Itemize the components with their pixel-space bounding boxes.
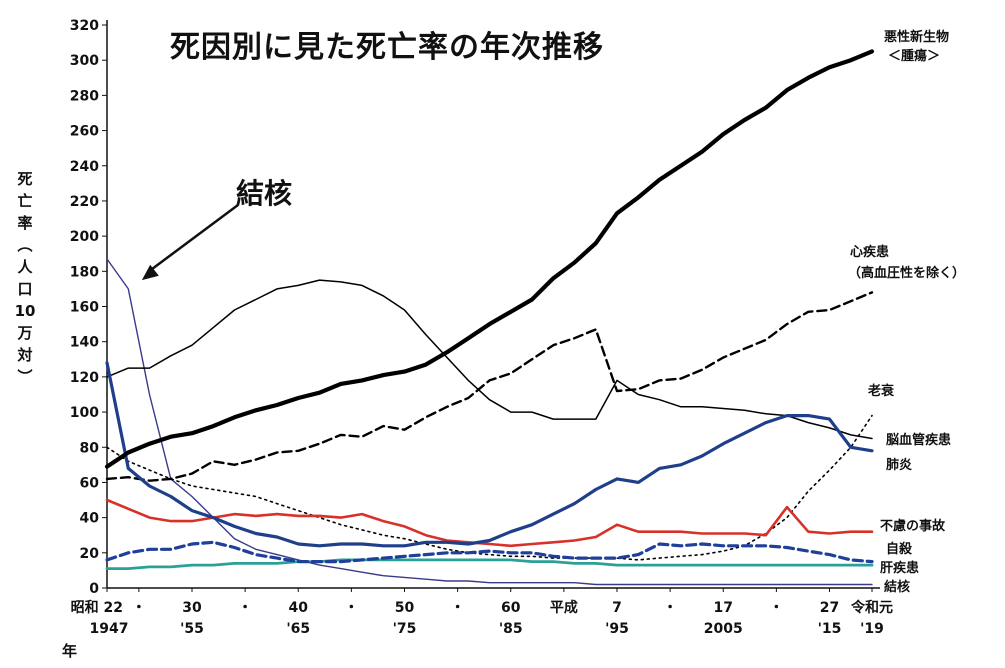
x-tick-label: ・ — [344, 600, 358, 616]
chart-title: 死因別に見た死亡率の年次推移 — [170, 30, 604, 65]
y-axis-label: 死亡率 ︵ 人口 10 万対 ︶ — [12, 168, 38, 388]
y-tick-label: 120 — [70, 370, 99, 386]
x-tick-label: 60 — [501, 600, 521, 616]
y-axis-label-char: 口 — [17, 280, 33, 298]
y-tick-label: 280 — [70, 88, 99, 104]
x-tick-label: ・ — [238, 600, 252, 616]
y-tick-label: 160 — [70, 300, 99, 316]
y-tick-label: 0 — [89, 581, 99, 597]
series-line-dashed — [105, 291, 874, 482]
series-label: 脳血管疾患 — [886, 433, 952, 448]
series-line-medium — [105, 361, 874, 548]
x-tick-label: ・ — [451, 600, 465, 616]
chart-series-group — [104, 49, 875, 586]
series-label: ＜腫瘍＞ — [888, 49, 941, 64]
x-tick-label: ・ — [132, 600, 146, 616]
series-line-dotted — [106, 414, 873, 561]
chart-axes — [102, 20, 880, 592]
series-line-red — [105, 498, 874, 548]
x-tick-label: ・ — [769, 600, 783, 616]
x-tick-label-year: '55 — [180, 621, 204, 637]
x-tick-label: 50 — [395, 600, 415, 616]
y-tick-label: 200 — [70, 229, 99, 245]
y-axis-label-char: 亡 — [17, 192, 33, 210]
x-tick-label-year: '75 — [393, 621, 417, 637]
series-label: 肺炎 — [886, 458, 913, 473]
chart-tick-labels: 0 20 40 60 80 100 120 140 160 180 200 220 240 260 280 3… — [70, 18, 893, 637]
x-tick-label-year: '95 — [605, 621, 629, 637]
y-tick-label: 40 — [80, 511, 100, 527]
series-line-teal — [105, 558, 874, 570]
x-tick-label-year: 1947 — [90, 621, 129, 637]
series-line-thinblue — [106, 258, 873, 586]
x-tick-label: 17 — [714, 600, 733, 616]
x-tick-label: 27 — [820, 600, 839, 616]
series-label: 自殺 — [886, 542, 913, 557]
series-line-thin — [106, 279, 873, 440]
series-label: 悪性新生物 — [884, 30, 950, 45]
series-label: 不慮の事故 — [880, 519, 946, 534]
y-tick-label: 240 — [70, 159, 99, 175]
x-tick-label: ・ — [663, 600, 677, 616]
x-tick-label: 令和元 — [850, 599, 893, 616]
y-tick-label: 300 — [70, 53, 99, 69]
y-axis-label-char: 率 — [17, 214, 33, 232]
x-tick-label: 平成 — [550, 599, 578, 616]
y-axis-label-char: ︵ — [17, 236, 33, 254]
annotation-tuberculosis: 結核 — [236, 177, 293, 210]
x-tick-label: 7 — [612, 600, 622, 616]
arrow-shaft — [147, 203, 239, 274]
y-tick-label: 60 — [80, 475, 100, 491]
y-axis-label-char: 万 — [17, 324, 33, 342]
x-tick-label-year: '65 — [286, 621, 310, 637]
series-label: 心疾患 — [850, 245, 890, 260]
series-label: 老衰 — [868, 384, 895, 399]
x-tick-label-year: '19 — [860, 621, 884, 637]
y-tick-label: 260 — [70, 124, 99, 140]
x-tick-label-year: '15 — [818, 621, 842, 637]
series-line-thick — [104, 49, 875, 469]
y-axis-label-char: 対 — [17, 346, 33, 364]
y-axis-label-char: ︶ — [17, 368, 33, 386]
x-tick-label-year: '85 — [499, 621, 523, 637]
series-label: 結核 — [884, 580, 911, 595]
x-tick-label-year: 2005 — [704, 621, 743, 637]
series-label: 肝疾患 — [880, 561, 920, 576]
y-tick-label: 80 — [80, 440, 100, 456]
y-axis-label-char: 死 — [17, 170, 33, 188]
annotation-arrow — [141, 203, 239, 281]
x-tick-label: 30 — [182, 600, 202, 616]
x-tick-label: 40 — [289, 600, 309, 616]
arrow-head — [141, 264, 159, 281]
y-tick-label: 100 — [70, 405, 99, 421]
x-unit-label: 年 — [62, 642, 78, 660]
series-line-bluedash — [105, 540, 874, 564]
y-axis-label-char: 10 — [14, 302, 36, 320]
y-tick-label: 320 — [70, 18, 99, 34]
y-tick-label: 180 — [70, 264, 99, 280]
y-axis-label-char: 人 — [17, 258, 33, 276]
y-tick-label: 20 — [80, 546, 100, 562]
y-tick-label: 220 — [70, 194, 99, 210]
y-tick-label: 140 — [70, 335, 99, 351]
series-label: （高血圧性を除く） — [848, 266, 966, 281]
x-tick-label: 昭和 22 — [71, 600, 123, 616]
